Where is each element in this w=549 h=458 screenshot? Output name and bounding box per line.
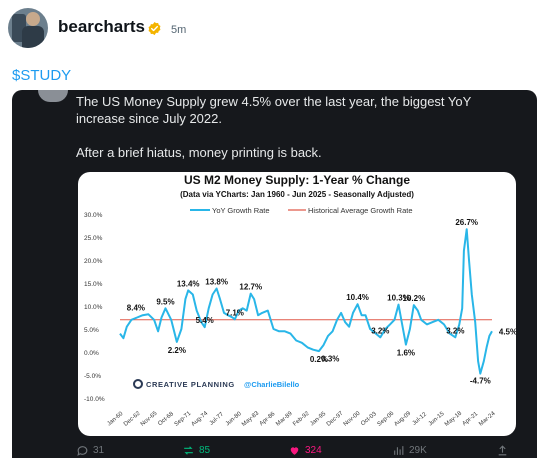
views-count: 29K: [409, 445, 427, 456]
action-bar: 31 85 324 29K: [12, 442, 537, 458]
views-icon: [394, 446, 404, 455]
data-label: 9.5%: [156, 297, 174, 306]
y-tick-label: 10.0%: [84, 304, 103, 311]
repost-icon: [184, 446, 193, 455]
y-tick-label: 20.0%: [84, 258, 103, 265]
x-tick-label: Feb-92: [292, 410, 311, 427]
watermark-brand: CREATIVE PLANNING: [146, 380, 235, 389]
y-tick-label: 0.0%: [84, 350, 99, 357]
y-tick-label: 30.0%: [84, 212, 103, 219]
quoted-avatar: [38, 90, 68, 102]
y-tick-label: -5.0%: [84, 373, 101, 380]
x-tick-label: Dec-97: [326, 410, 345, 427]
data-label: 10.3%: [387, 294, 410, 303]
y-tick-label: 5.0%: [84, 327, 99, 334]
legend-label-yoy: YoY Growth Rate: [212, 206, 270, 215]
data-label: 12.7%: [239, 283, 262, 292]
data-label: 3.2%: [446, 326, 464, 335]
data-label: 8.4%: [127, 303, 145, 312]
x-tick-label: Jul-77: [209, 411, 226, 427]
y-tick-label: 15.0%: [84, 281, 103, 288]
chart-image[interactable]: US M2 Money Supply: 1-Year % Change (Data…: [78, 172, 516, 436]
data-label: 0.3%: [321, 355, 339, 364]
username[interactable]: bearcharts: [58, 17, 145, 36]
m2-chart: US M2 Money Supply: 1-Year % Change (Data…: [84, 173, 516, 428]
x-tick-label: Apr-86: [259, 411, 277, 428]
data-label: 26.7%: [455, 218, 478, 227]
quoted-post[interactable]: The US Money Supply grew 4.5% over the l…: [12, 90, 537, 458]
data-label: 1.6%: [397, 349, 415, 358]
data-label: 10.4%: [346, 293, 369, 302]
data-label: -4.7%: [470, 377, 491, 386]
repost-count: 85: [199, 445, 211, 456]
data-label: 10.2%: [403, 294, 426, 303]
x-tick-label: Jul-12: [412, 411, 429, 427]
cashtag-link[interactable]: $STUDY: [12, 67, 72, 84]
repost-button[interactable]: 85: [182, 444, 210, 457]
timestamp: 5m: [171, 24, 187, 36]
x-tick-label: May-18: [444, 410, 464, 428]
data-label: 13.4%: [177, 279, 200, 288]
quoted-text-line-2: After a brief hiatus, money printing is …: [76, 145, 322, 160]
x-tick-label: Jan-60: [106, 411, 124, 428]
quoted-text-line-1: The US Money Supply grew 4.5% over the l…: [76, 94, 472, 126]
data-label: 0.2%: [310, 355, 328, 364]
chart-title: US M2 Money Supply: 1-Year % Change: [184, 173, 410, 187]
yoy-series-line: [119, 228, 493, 375]
x-tick-label: Dec-62: [123, 410, 142, 427]
x-tick-label: Jun-80: [225, 411, 243, 428]
reply-count: 31: [93, 445, 105, 456]
avatar[interactable]: [8, 8, 48, 48]
chart-subtitle: (Data via YCharts: Jan 1960 - Jun 2025 -…: [180, 190, 414, 199]
reply-icon: [77, 446, 88, 456]
watermark-handle: @CharlieBilello: [244, 380, 300, 389]
like-button[interactable]: 324: [288, 444, 322, 457]
data-label: 7.1%: [226, 308, 244, 317]
x-tick-label: Jan-95: [309, 411, 327, 428]
data-label: 2.2%: [168, 346, 186, 355]
data-label: 13.8%: [205, 278, 228, 287]
heart-icon: [290, 447, 299, 455]
x-tick-label: Mar-24: [478, 410, 497, 427]
x-tick-label: Nov-00: [343, 410, 362, 427]
data-label: 4.5%: [499, 327, 516, 336]
x-tick-label: Sep-06: [377, 410, 396, 427]
views-button[interactable]: 29K: [392, 444, 427, 457]
x-tick-label: May-83: [241, 410, 261, 428]
data-label: 3.2%: [371, 326, 389, 335]
data-label: 5.4%: [196, 316, 214, 325]
x-tick-label: Aug-74: [191, 410, 210, 427]
x-tick-label: Oct-03: [360, 411, 378, 428]
verified-badge-icon: [148, 21, 161, 36]
y-tick-label: 25.0%: [84, 235, 103, 242]
share-icon: [498, 445, 507, 456]
reply-button[interactable]: 31: [76, 444, 104, 457]
legend-label-average: Historical Average Growth Rate: [308, 206, 413, 215]
x-tick-label: Apr-21: [462, 411, 480, 428]
like-count: 324: [305, 445, 322, 456]
x-tick-label: Aug-09: [393, 410, 412, 427]
x-tick-label: Nov-65: [140, 410, 159, 427]
x-tick-label: Sep-71: [174, 410, 193, 427]
quoted-text: The US Money Supply grew 4.5% over the l…: [76, 93, 516, 178]
creative-planning-logo-icon: [133, 379, 143, 389]
x-tick-label: Mar-89: [275, 410, 294, 427]
x-tick-label: Jun-15: [428, 411, 446, 428]
share-button[interactable]: [496, 444, 509, 457]
x-tick-label: Oct-68: [157, 411, 175, 428]
y-tick-label: -10.0%: [84, 396, 105, 403]
